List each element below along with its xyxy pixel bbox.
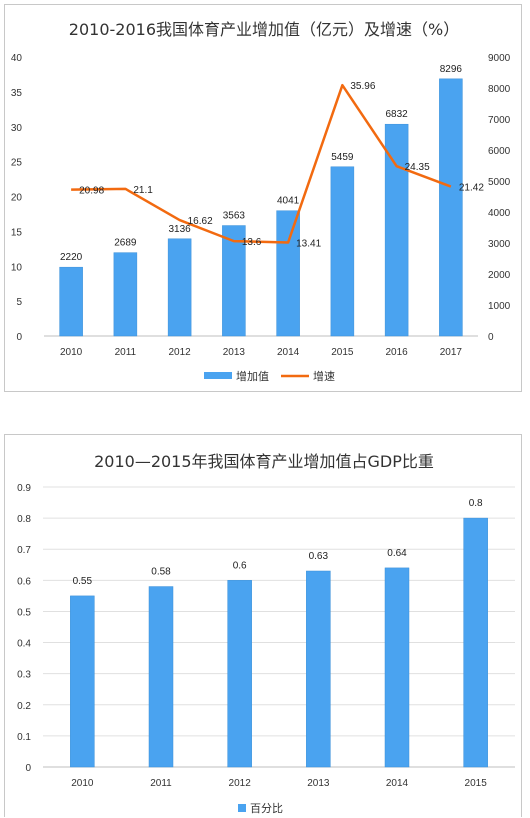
bar-gdp-share [227, 580, 252, 768]
y-tick-label: 0.7 [17, 545, 31, 556]
x-tick-label: 2016 [386, 347, 409, 358]
right-y-tick-label: 8000 [488, 84, 511, 95]
chart-title: 2010-2016我国体育产业增加值（亿元）及增速（%） [69, 20, 459, 39]
line-data-label: 21.42 [459, 183, 484, 194]
right-y-tick-label: 2000 [488, 270, 511, 281]
bar-gdp-share [70, 595, 95, 768]
right-y-tick-label: 7000 [488, 115, 511, 126]
legend-label-bar: 百分比 [250, 802, 283, 815]
bar-gdp-share [463, 517, 488, 768]
left-y-tick-label: 10 [11, 262, 23, 273]
left-y-tick-label: 15 [11, 227, 23, 238]
bar-data-label: 5459 [331, 152, 354, 163]
legend-label-line: 增速 [313, 369, 335, 383]
chart-title: 2010—2015年我国体育产业增加值占GDP比重 [94, 452, 434, 471]
y-tick-label: 0.4 [17, 639, 31, 650]
legend-label-bar: 增加值 [236, 369, 269, 383]
bar-data-label: 8296 [440, 64, 463, 75]
line-data-label: 35.96 [350, 81, 375, 92]
x-tick-label: 2012 [169, 347, 192, 358]
legend: 百分比 [238, 802, 283, 815]
bar-data-label: 4041 [277, 196, 300, 207]
chart-panel-growth: 2010-2016我国体育产业增加值（亿元）及增速（%） 0 5 10 15 20 25 3… [4, 4, 522, 392]
bar-gdp-share [148, 586, 174, 768]
bar-gdp-share [384, 567, 410, 768]
left-y-tick-label: 35 [11, 88, 23, 99]
line-data-label: 13.41 [296, 238, 321, 249]
y-tick-label: 0.2 [17, 701, 31, 712]
right-y-tick-label: 6000 [488, 146, 511, 157]
combo-chart: 2010-2016我国体育产业增加值（亿元）及增速（%） 0 5 10 15 20 25 3… [11, 20, 511, 383]
x-tick-label: 2010 [71, 778, 94, 789]
bar-value-added [222, 225, 246, 337]
left-y-tick-label: 40 [11, 53, 23, 64]
bar-gdp-share [306, 570, 331, 768]
left-y-tick-label: 0 [16, 332, 22, 343]
left-y-tick-label: 5 [16, 297, 22, 308]
legend-swatch-bar [204, 372, 232, 379]
y-tick-label: 0.9 [17, 483, 31, 494]
left-y-tick-label: 20 [11, 193, 23, 204]
x-tick-label: 2015 [331, 347, 354, 358]
bar-value-added [59, 266, 83, 337]
y-tick-label: 0 [25, 763, 31, 774]
right-y-tick-label: 3000 [488, 239, 511, 250]
left-y-tick-label: 30 [11, 123, 23, 134]
y-tick-label: 0.8 [17, 514, 31, 525]
bar-data-label: 2689 [114, 238, 137, 249]
chart-panel-gdp-share: 2010—2015年我国体育产业增加值占GDP比重 0 0.1 0.2 0.3 0.4 0… [4, 434, 522, 817]
y-tick-label: 0.3 [17, 670, 31, 681]
right-y-tick-label: 4000 [488, 208, 511, 219]
bar-data-label: 6832 [386, 109, 409, 120]
bar-value-added [167, 238, 192, 337]
right-y-tick-label: 5000 [488, 177, 511, 188]
bar-data-label: 0.58 [151, 567, 171, 578]
bar-chart: 2010—2015年我国体育产业增加值占GDP比重 0 0.1 0.2 0.3 0.4 0… [17, 452, 515, 815]
x-tick-label: 2014 [386, 778, 409, 789]
y-tick-label: 0.6 [17, 576, 31, 587]
line-growth-rate [71, 83, 452, 244]
line-data-label: 24.35 [405, 162, 430, 173]
x-tick-label: 2011 [150, 778, 172, 789]
bar-data-label: 3136 [169, 224, 192, 235]
legend-swatch-bar [238, 804, 246, 812]
x-tick-label: 2011 [115, 347, 137, 358]
x-tick-label: 2013 [307, 778, 330, 789]
line-data-label: 20.98 [79, 186, 104, 197]
bar-data-label: 0.55 [73, 576, 93, 587]
x-tick-label: 2010 [60, 347, 83, 358]
right-y-tick-label: 1000 [488, 301, 511, 312]
bar-data-label: 2220 [60, 252, 83, 263]
bar-value-added [384, 123, 409, 337]
x-tick-label: 2013 [223, 347, 246, 358]
bar-data-label: 0.8 [469, 498, 483, 509]
line-data-label: 16.62 [188, 216, 213, 227]
line-data-label: 13.6 [242, 237, 262, 248]
y-tick-label: 0.5 [17, 607, 31, 618]
bar-data-label: 0.63 [309, 551, 329, 562]
x-tick-label: 2017 [440, 347, 463, 358]
bar-value-added [276, 210, 300, 337]
x-tick-label: 2014 [277, 347, 300, 358]
bar-data-label: 0.64 [387, 548, 407, 559]
bar-value-added [330, 166, 355, 337]
bar-value-added [113, 252, 138, 337]
bar-value-added [439, 78, 463, 337]
bar-data-label: 3563 [223, 211, 246, 222]
bar-data-label: 0.6 [233, 560, 247, 571]
legend: 增加值 增速 [204, 369, 335, 383]
y-tick-label: 0.1 [17, 732, 31, 743]
right-y-tick-label: 0 [488, 332, 494, 343]
right-y-tick-label: 9000 [488, 53, 511, 64]
x-tick-label: 2012 [229, 778, 252, 789]
x-tick-label: 2015 [465, 778, 488, 789]
left-y-tick-label: 25 [11, 158, 23, 169]
line-data-label: 21.1 [133, 185, 153, 196]
